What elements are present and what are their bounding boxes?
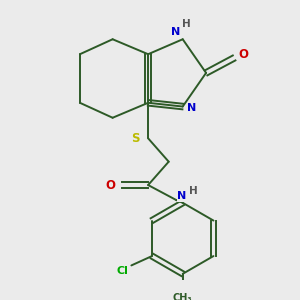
Text: O: O — [106, 178, 116, 191]
Text: N: N — [171, 27, 180, 37]
Text: N: N — [188, 103, 197, 113]
Text: H: H — [182, 19, 191, 29]
Text: Cl: Cl — [116, 266, 128, 276]
Text: CH₃: CH₃ — [173, 293, 193, 300]
Text: O: O — [238, 48, 248, 61]
Text: S: S — [131, 132, 139, 145]
Text: H: H — [189, 186, 197, 196]
Text: N: N — [177, 191, 186, 201]
